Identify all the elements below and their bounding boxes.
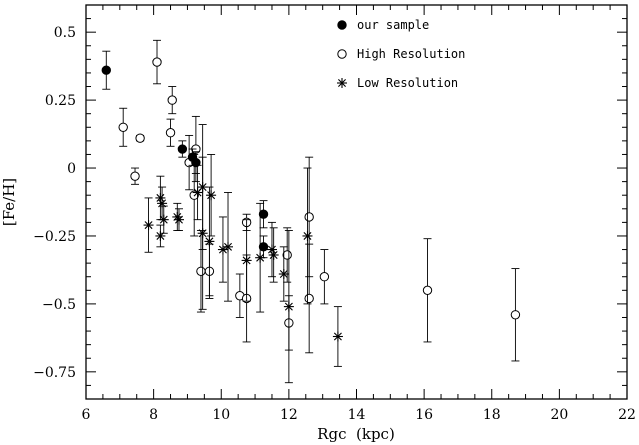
y-tick-label: 0 [67, 161, 76, 177]
plot-frame [85, 4, 628, 400]
legend-item-our-sample: our sample [337, 18, 429, 32]
point-high-resolution [118, 122, 128, 132]
legend-item-high-resolution: High Resolution [337, 47, 465, 61]
point-low-resolution [204, 236, 215, 247]
legend-label: our sample [357, 18, 429, 32]
y-tick-label: −0.75 [33, 365, 76, 381]
y-tick-label: −0.25 [33, 229, 76, 245]
point-our-sample [258, 209, 269, 219]
point-our-sample [258, 242, 269, 252]
point-high-resolution [196, 266, 206, 276]
point-low-resolution [217, 244, 228, 255]
point-low-resolution [172, 211, 183, 222]
legend-marker [337, 78, 347, 88]
point-low-resolution [268, 249, 279, 260]
point-low-resolution [158, 214, 169, 225]
point-low-resolution [302, 230, 313, 241]
point-low-resolution [332, 331, 343, 342]
point-low-resolution [223, 241, 234, 252]
point-high-resolution [135, 133, 145, 143]
x-axis-label: Rgc (kpc) [317, 425, 395, 443]
point-low-resolution [157, 198, 168, 209]
point-low-resolution [155, 230, 166, 241]
point-our-sample [191, 157, 201, 168]
point-high-resolution [304, 293, 314, 304]
x-tick-label: 12 [280, 407, 298, 423]
legend-marker [337, 49, 347, 59]
x-tick-label: 6 [82, 407, 91, 423]
legend-label: High Resolution [357, 47, 465, 61]
point-low-resolution [192, 187, 203, 198]
axis-ticks: 6 8 10 12 14 16 18 20 22 0.5 0.25 0 −0.25 −0.5 −0.75 [33, 4, 636, 423]
point-high-resolution [152, 57, 162, 67]
data-points [101, 39, 521, 384]
x-tick-label: 14 [348, 407, 366, 423]
x-tick-label: 16 [415, 407, 433, 423]
y-axis-label: [Fe/H] [0, 178, 18, 226]
y-tick-label: 0.5 [54, 25, 76, 41]
point-high-resolution [422, 285, 433, 296]
x-tick-label: 20 [550, 407, 568, 423]
point-low-resolution [241, 255, 252, 266]
point-low-resolution [283, 301, 294, 312]
point-low-resolution [197, 228, 208, 239]
x-tick-label: 8 [149, 407, 158, 423]
x-tick-label: 18 [483, 407, 501, 423]
legend-marker [337, 20, 347, 30]
point-high-resolution [319, 272, 330, 282]
point-high-resolution [130, 171, 140, 181]
point-low-resolution [143, 220, 154, 231]
point-our-sample [101, 65, 111, 75]
x-tick-label: 22 [618, 407, 636, 423]
point-our-sample [177, 144, 188, 154]
point-high-resolution [167, 95, 177, 105]
point-low-resolution [278, 269, 289, 280]
legend-item-low-resolution: Low Resolution [337, 76, 458, 90]
legend-label: Low Resolution [357, 76, 458, 90]
point-high-resolution [510, 310, 521, 320]
legend: our sample High Resolution Low Resolution [337, 18, 465, 90]
y-tick-label: −0.5 [42, 297, 76, 313]
point-low-resolution [173, 214, 184, 225]
x-tick-label: 10 [212, 407, 230, 423]
y-tick-label: 0.25 [45, 93, 76, 109]
point-high-resolution [304, 212, 314, 222]
point-high-resolution [165, 128, 176, 138]
point-low-resolution [206, 190, 217, 201]
